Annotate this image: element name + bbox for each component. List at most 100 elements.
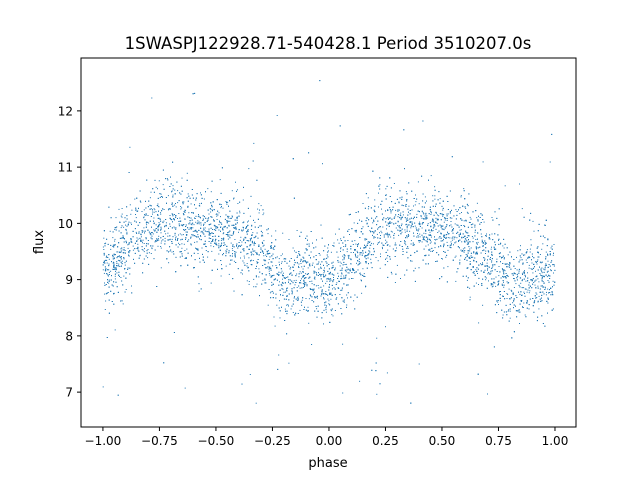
data-point [524, 270, 525, 272]
data-point [263, 255, 265, 257]
data-point [310, 295, 312, 297]
data-point [160, 193, 162, 195]
data-point [498, 253, 500, 255]
data-point [294, 262, 296, 264]
data-point [142, 230, 144, 232]
data-point [187, 252, 189, 254]
data-point [540, 262, 542, 264]
data-point [322, 163, 323, 165]
data-point [184, 218, 186, 220]
data-point [406, 247, 408, 249]
data-point [150, 205, 152, 207]
data-point [157, 197, 159, 199]
data-point [368, 263, 369, 265]
data-point [406, 235, 408, 237]
data-point [150, 208, 152, 210]
data-point [492, 285, 494, 287]
data-point [228, 215, 230, 217]
data-point [190, 236, 192, 238]
data-point [147, 249, 149, 250]
data-point [327, 298, 329, 300]
data-point [441, 205, 443, 207]
data-point [225, 201, 227, 202]
data-point [336, 297, 338, 299]
data-point [125, 224, 126, 226]
data-point [181, 207, 183, 209]
data-point [313, 277, 315, 279]
data-point [490, 283, 492, 285]
data-point [381, 246, 383, 248]
data-point [401, 225, 402, 227]
data-point [327, 294, 329, 296]
data-point [198, 221, 200, 223]
data-point [132, 245, 134, 247]
data-point [467, 205, 469, 207]
data-point [505, 273, 507, 274]
data-point [256, 252, 258, 254]
data-point [209, 234, 211, 236]
data-point [242, 199, 244, 201]
data-point [194, 230, 196, 232]
data-point [385, 218, 387, 220]
data-point [350, 263, 352, 265]
data-point [104, 243, 106, 245]
data-point [386, 232, 388, 234]
data-point [479, 217, 481, 218]
data-point [211, 241, 213, 242]
data-point [273, 316, 275, 318]
data-point [536, 293, 538, 295]
data-point [244, 242, 246, 244]
data-point [330, 279, 332, 281]
data-point [443, 238, 444, 240]
data-point [112, 244, 114, 246]
data-point [286, 333, 288, 335]
data-point [255, 276, 257, 278]
data-point [147, 221, 149, 223]
data-point [325, 307, 327, 309]
data-point [272, 265, 274, 267]
data-point [256, 253, 258, 255]
data-point [121, 213, 123, 215]
data-point [520, 245, 521, 247]
data-point [482, 242, 484, 244]
data-point [545, 256, 547, 258]
data-point [220, 226, 222, 228]
data-point [377, 242, 379, 244]
data-point [282, 275, 284, 277]
data-point [327, 256, 329, 258]
data-point [272, 292, 274, 294]
data-point [244, 257, 245, 259]
data-point [258, 212, 260, 214]
data-point [148, 263, 150, 265]
data-point [189, 197, 191, 199]
data-point [225, 265, 227, 267]
data-point [211, 180, 213, 182]
data-point [160, 196, 162, 197]
data-point [237, 268, 239, 270]
data-point [228, 231, 230, 233]
data-point [356, 262, 357, 264]
data-point [506, 314, 508, 316]
data-point [539, 273, 541, 274]
data-point [490, 284, 492, 286]
data-point [445, 226, 447, 228]
data-point [222, 238, 224, 240]
data-point [208, 217, 210, 219]
data-point [486, 287, 488, 289]
data-point [192, 230, 194, 232]
data-point [417, 234, 419, 236]
data-point [459, 232, 461, 234]
data-point [466, 211, 468, 213]
data-point [538, 252, 539, 254]
data-point [125, 289, 127, 290]
data-point [229, 230, 231, 232]
data-point [328, 286, 330, 288]
data-point [302, 261, 304, 263]
data-point [116, 286, 118, 288]
data-point [282, 282, 284, 284]
data-point [218, 247, 220, 249]
data-point [160, 267, 162, 269]
data-point [475, 247, 477, 249]
data-point [373, 250, 375, 252]
data-point [184, 387, 186, 389]
